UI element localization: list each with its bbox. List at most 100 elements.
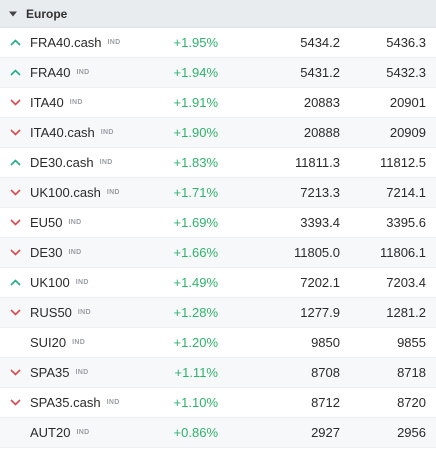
symbol-name: FRA40 [30, 65, 71, 80]
daily-change: +1.28% [173, 305, 218, 320]
ask-price[interactable]: 7214.1 [386, 185, 426, 200]
bid-price[interactable]: 3393.4 [300, 215, 340, 230]
instrument-row[interactable]: SPA35 IND +1.11% 8708 8718 [0, 358, 436, 388]
daily-change: +1.66% [173, 245, 218, 260]
symbol-name: ITA40 [30, 95, 64, 110]
daily-change: +1.95% [173, 35, 218, 50]
daily-change: +1.49% [173, 275, 218, 290]
bid-price[interactable]: 7213.3 [300, 185, 340, 200]
ask-price[interactable]: 2956 [397, 425, 426, 440]
instrument-row[interactable]: DE30.cash IND +1.83% 11811.3 11812.5 [0, 148, 436, 178]
bid-price[interactable]: 20888 [303, 125, 340, 140]
symbol-name: SPA35.cash [30, 395, 101, 410]
ask-price[interactable]: 8718 [397, 365, 426, 380]
instrument-type-tag: IND [106, 399, 120, 406]
instrument-row[interactable]: ITA40 IND +1.91% 20883 20901 [0, 88, 436, 118]
instrument-type-tag: IND [75, 279, 89, 286]
daily-change: +1.11% [174, 365, 219, 380]
chevron-down-icon [0, 99, 30, 106]
instrument-row[interactable]: UK100.cash IND +1.71% 7213.3 7214.1 [0, 178, 436, 208]
ask-price[interactable]: 11806.1 [379, 245, 426, 260]
instrument-row[interactable]: EU50 IND +1.69% 3393.4 3395.6 [0, 208, 436, 238]
instrument-type-tag: IND [68, 249, 82, 256]
chevron-down-icon [0, 249, 30, 256]
ask-price[interactable]: 20909 [389, 125, 426, 140]
symbol-cell: SUI20 IND [30, 335, 158, 350]
instrument-type-tag: IND [75, 369, 89, 376]
instrument-row[interactable]: FRA40 IND +1.94% 5431.2 5432.3 [0, 58, 436, 88]
symbol-cell: FRA40.cash IND [30, 35, 158, 50]
daily-change: +0.86% [173, 425, 218, 440]
bid-price[interactable]: 9850 [311, 335, 340, 350]
instrument-row[interactable]: SUI20 IND +1.20% 9850 9855 [0, 328, 436, 358]
instrument-list: FRA40.cash IND +1.95% 5434.2 5436.3 FRA40 IND +… [0, 28, 436, 448]
bid-price[interactable]: 2927 [311, 425, 340, 440]
bid-price[interactable]: 1277.9 [300, 305, 340, 320]
chevron-down-icon [0, 129, 30, 136]
bid-price[interactable]: 5434.2 [300, 35, 340, 50]
instrument-row[interactable]: RUS50 IND +1.28% 1277.9 1281.2 [0, 298, 436, 328]
symbol-name: SPA35 [30, 365, 70, 380]
ask-price[interactable]: 11812.5 [379, 155, 426, 170]
group-header-europe[interactable]: Europe [0, 0, 436, 28]
chevron-down-icon [0, 219, 30, 226]
symbol-name: AUT20 [30, 425, 71, 440]
bid-price[interactable]: 7202.1 [300, 275, 340, 290]
ask-price[interactable]: 7203.4 [386, 275, 426, 290]
symbol-name: ITA40.cash [30, 125, 95, 140]
daily-change: +1.90% [173, 125, 218, 140]
symbol-cell: UK100 IND [30, 275, 158, 290]
bid-price[interactable]: 8712 [311, 395, 340, 410]
symbol-cell: ITA40 IND [30, 95, 158, 110]
symbol-cell: DE30 IND [30, 245, 158, 260]
daily-change: +1.71% [173, 185, 218, 200]
instrument-type-tag: IND [100, 129, 114, 136]
instrument-type-tag: IND [99, 159, 113, 166]
ask-price[interactable]: 1281.2 [386, 305, 426, 320]
bid-price[interactable]: 11811.3 [294, 155, 340, 170]
instrument-row[interactable]: UK100 IND +1.49% 7202.1 7203.4 [0, 268, 436, 298]
symbol-name: SUI20 [30, 335, 67, 350]
symbol-cell: DE30.cash IND [30, 155, 158, 170]
symbol-name: DE30.cash [30, 155, 94, 170]
instrument-row[interactable]: ITA40.cash IND +1.90% 20888 20909 [0, 118, 436, 148]
bid-price[interactable]: 11805.0 [293, 245, 340, 260]
ask-price[interactable]: 5432.3 [386, 65, 426, 80]
symbol-cell: SPA35 IND [30, 365, 158, 380]
instrument-type-tag: IND [76, 69, 90, 76]
symbol-cell: SPA35.cash IND [30, 395, 158, 410]
chevron-down-icon [0, 309, 30, 316]
caret-down-icon[interactable] [0, 10, 26, 18]
instrument-row[interactable]: AUT20 IND +0.86% 2927 2956 [0, 418, 436, 448]
instrument-type-tag: IND [107, 39, 121, 46]
instrument-row[interactable]: DE30 IND +1.66% 11805.0 11806.1 [0, 238, 436, 268]
bid-price[interactable]: 5431.2 [300, 65, 340, 80]
instrument-row[interactable]: SPA35.cash IND +1.10% 8712 8720 [0, 388, 436, 418]
bid-price[interactable]: 20883 [303, 95, 340, 110]
ask-price[interactable]: 8720 [397, 395, 426, 410]
daily-change: +1.69% [173, 215, 218, 230]
ask-price[interactable]: 9855 [397, 335, 426, 350]
ask-price[interactable]: 20901 [389, 95, 426, 110]
symbol-cell: FRA40 IND [30, 65, 158, 80]
daily-change: +1.20% [173, 335, 218, 350]
chevron-up-icon [0, 39, 30, 46]
ask-price[interactable]: 5436.3 [386, 35, 426, 50]
instrument-type-tag: IND [69, 99, 83, 106]
instrument-row[interactable]: FRA40.cash IND +1.95% 5434.2 5436.3 [0, 28, 436, 58]
instrument-type-tag: IND [72, 339, 86, 346]
ask-price[interactable]: 3395.6 [386, 215, 426, 230]
symbol-name: DE30 [30, 245, 63, 260]
chevron-down-icon [0, 189, 30, 196]
group-title: Europe [26, 6, 68, 21]
symbol-name: RUS50 [30, 305, 72, 320]
bid-price[interactable]: 8708 [311, 365, 340, 380]
chevron-down-icon [0, 369, 30, 376]
daily-change: +1.94% [173, 65, 218, 80]
symbol-name: FRA40.cash [30, 35, 102, 50]
symbol-cell: AUT20 IND [30, 425, 158, 440]
chevron-down-icon [0, 399, 30, 406]
chevron-up-icon [0, 279, 30, 286]
symbol-cell: RUS50 IND [30, 305, 158, 320]
symbol-cell: UK100.cash IND [30, 185, 158, 200]
